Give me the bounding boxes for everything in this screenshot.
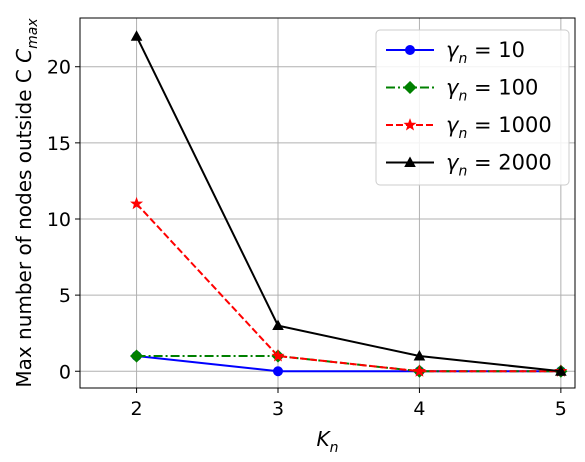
legend-item-10: γn = 10 xyxy=(386,38,525,67)
legend-label-value: = 100 xyxy=(467,76,538,100)
series-2000 xyxy=(130,30,567,376)
x-axis-label: Kn xyxy=(317,427,339,456)
series-100 xyxy=(130,349,568,378)
plot-frame xyxy=(79,17,576,389)
legend-label-symbol: γ xyxy=(446,38,460,62)
marker-circle xyxy=(405,45,415,55)
series-1000 xyxy=(130,196,568,377)
y-tick-label: 5 xyxy=(59,285,71,307)
x-axis-label-main: K xyxy=(317,427,332,451)
marker-star xyxy=(271,349,285,362)
legend-label: γn = 1000 xyxy=(446,113,552,142)
marker-triangle xyxy=(555,365,567,376)
y-axis-label-main: Max number of nodes outside C xyxy=(12,69,36,388)
legend-label-value: = 1000 xyxy=(467,113,551,137)
marker-triangle xyxy=(272,319,284,331)
legend-label-value: = 2000 xyxy=(467,151,551,175)
legend-label-symbol: γ xyxy=(446,76,460,100)
legend-label-symbol: γ xyxy=(446,113,460,137)
legend-label: γn = 2000 xyxy=(446,151,552,180)
x-tick-label: 3 xyxy=(272,398,284,420)
legend-label-sub: n xyxy=(458,51,467,67)
series-line xyxy=(136,355,561,373)
marker-star xyxy=(130,196,144,210)
y-axis-label: Max number of nodes outside C Cmax xyxy=(12,18,41,388)
marker-diamond xyxy=(130,349,144,363)
legend-box xyxy=(375,29,570,186)
legend-item-100: γn = 100 xyxy=(386,76,538,105)
y-axis-label-c: C xyxy=(12,49,36,69)
marker-diamond xyxy=(403,80,417,95)
y-tick-label: 10 xyxy=(47,209,71,231)
x-tick-label: 4 xyxy=(413,398,425,420)
marker-triangle xyxy=(413,350,426,361)
legend-label: γn = 100 xyxy=(446,76,538,105)
tick-layer: 2 3 4 5 0 5 10 15 20 xyxy=(47,57,567,420)
series-line xyxy=(135,203,561,373)
y-axis-label-sub: max xyxy=(25,18,41,49)
legend-label-sub: n xyxy=(458,126,467,142)
legend-item-2000: γn = 2000 xyxy=(386,151,552,180)
y-tick-label: 0 xyxy=(59,361,71,383)
marker-star xyxy=(412,364,426,377)
legend-label-sub: n xyxy=(458,164,467,180)
x-tick-label: 2 xyxy=(131,398,143,420)
y-tick-label: 15 xyxy=(47,133,71,155)
x-tick-label: 5 xyxy=(555,398,567,420)
marker-circle xyxy=(273,366,283,377)
series-line xyxy=(135,35,561,373)
marker-star xyxy=(403,118,417,131)
y-tick-label: 20 xyxy=(47,57,71,79)
legend-label-value: = 10 xyxy=(467,38,525,62)
legend-label-symbol: γ xyxy=(446,151,460,175)
legend-label: γn = 10 xyxy=(446,38,525,67)
legend-item-1000: γn = 1000 xyxy=(386,113,552,142)
x-axis-label-sub: n xyxy=(330,440,339,456)
legend-label-sub: n xyxy=(458,89,467,105)
marker-triangle xyxy=(130,30,143,41)
series-layer xyxy=(130,30,568,378)
marker-triangle xyxy=(404,156,416,167)
